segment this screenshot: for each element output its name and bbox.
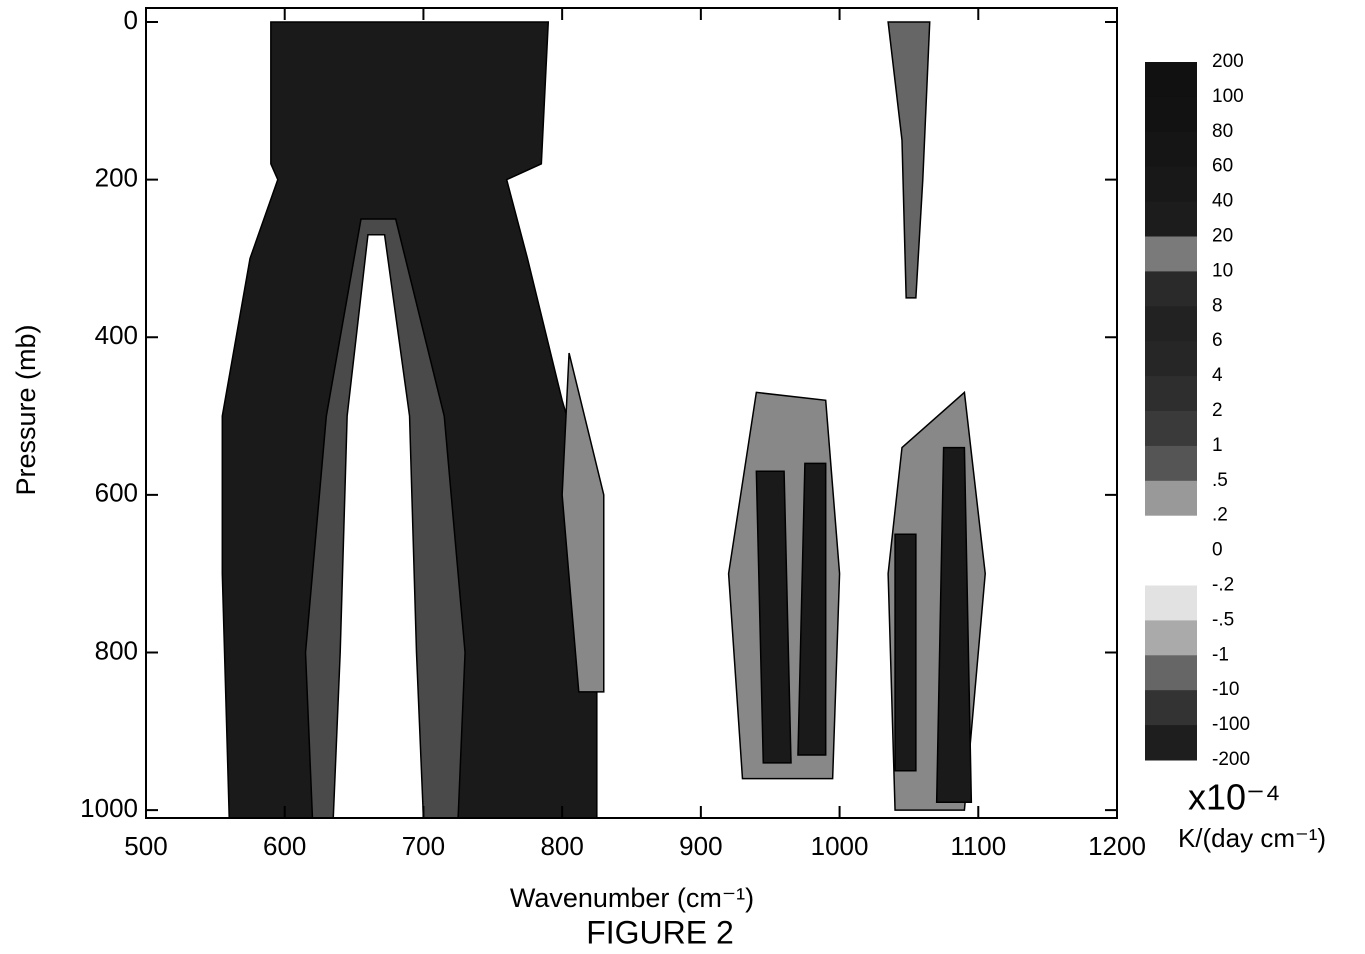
- colorbar-label: 80: [1212, 121, 1233, 142]
- colorbar-label: 8: [1212, 295, 1223, 316]
- colorbar-band: [1145, 515, 1197, 552]
- colorbar-band: [1145, 725, 1197, 761]
- colorbar-label: -200: [1212, 749, 1250, 770]
- x-tick-label: 1100: [950, 831, 1006, 861]
- x-tick-label: 700: [402, 831, 445, 861]
- plot-frame: [145, 7, 1118, 819]
- contour-regions: [221, 21, 986, 818]
- y-tick-label: 1000: [80, 793, 138, 823]
- colorbar-band: [1145, 306, 1197, 342]
- colorbar-band: [1145, 131, 1197, 168]
- colorbar-label: .5: [1212, 470, 1228, 491]
- x-tick-label: 800: [540, 831, 583, 861]
- colorbar-band: [1145, 411, 1197, 447]
- colorbar-band: [1145, 550, 1197, 586]
- y-tick-label: 400: [95, 320, 138, 350]
- colorbar-band: [1145, 480, 1197, 517]
- colorbar-band: [1145, 271, 1197, 307]
- contour-region: [797, 462, 827, 756]
- colorbar-label: -100: [1212, 714, 1250, 735]
- contour-region: [561, 352, 605, 693]
- colorbar-label: -1: [1212, 644, 1229, 665]
- colorbar-band: [1145, 96, 1197, 133]
- y-tick-label: 800: [95, 635, 138, 665]
- x-tick-label: 900: [679, 831, 722, 861]
- contour-region: [332, 234, 425, 818]
- colorbar-band: [1145, 655, 1197, 691]
- y-tick-label: 0: [124, 5, 138, 35]
- colorbar-label: -10: [1212, 679, 1239, 700]
- colorbar-units: K/(day cm⁻¹): [1178, 823, 1326, 853]
- colorbar-band: [1145, 690, 1197, 726]
- x-tick-label: 500: [124, 831, 167, 861]
- contour-region: [755, 470, 792, 764]
- colorbar-band: [1145, 445, 1197, 482]
- colorbar-label: 20: [1212, 226, 1233, 247]
- colorbar-label: -.2: [1212, 575, 1234, 596]
- colorbar-label: 0: [1212, 540, 1223, 561]
- colorbar-label: 6: [1212, 330, 1223, 351]
- x-tick-label: 1000: [811, 831, 869, 861]
- contour-region: [887, 21, 931, 299]
- colorbar-label: 60: [1212, 156, 1233, 177]
- colorbar-label: 2: [1212, 400, 1223, 421]
- y-tick-label: 200: [95, 162, 138, 192]
- colorbar-label: -.5: [1212, 609, 1234, 630]
- colorbar-label: 100: [1212, 86, 1244, 107]
- chart-title: FIGURE 2: [586, 914, 734, 950]
- colorbar-band: [1145, 341, 1197, 377]
- colorbar-band: [1145, 201, 1197, 237]
- colorbar-band: [1145, 585, 1197, 621]
- colorbar-band: [1145, 376, 1197, 412]
- colorbar-band: [1145, 620, 1197, 656]
- colorbar-band: [1145, 166, 1197, 203]
- colorbar-scale: x10⁻⁴: [1188, 777, 1281, 818]
- x-tick-label: 1200: [1088, 831, 1146, 861]
- y-tick-label: 600: [95, 478, 138, 508]
- x-tick-label: 600: [263, 831, 306, 861]
- colorbar-label: 1: [1212, 435, 1223, 456]
- colorbar-label: 200: [1212, 51, 1244, 72]
- colorbar-label: 10: [1212, 260, 1233, 281]
- colorbar-band: [1145, 62, 1197, 98]
- y-axis-label: Pressure (mb): [11, 324, 41, 495]
- colorbar-label: 40: [1212, 191, 1233, 212]
- contour-region: [894, 533, 917, 772]
- x-axis-label: Wavenumber (cm⁻¹): [510, 883, 754, 913]
- colorbar-band: [1145, 236, 1197, 272]
- colorbar-label: 4: [1212, 365, 1223, 386]
- colorbar-label: .2: [1212, 505, 1228, 526]
- contour-region: [935, 446, 973, 803]
